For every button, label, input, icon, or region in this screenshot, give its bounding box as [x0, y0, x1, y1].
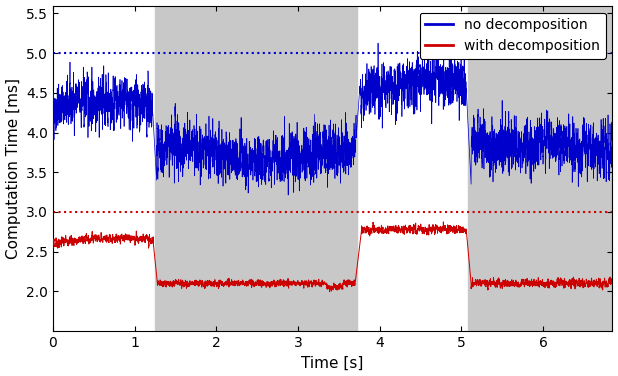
- X-axis label: Time [s]: Time [s]: [302, 355, 364, 370]
- Bar: [155, 6, 357, 331]
- Y-axis label: Computation Time [ms]: Computation Time [ms]: [6, 78, 20, 259]
- Bar: [468, 6, 612, 331]
- Legend: no decomposition, with decomposition: no decomposition, with decomposition: [420, 12, 606, 59]
